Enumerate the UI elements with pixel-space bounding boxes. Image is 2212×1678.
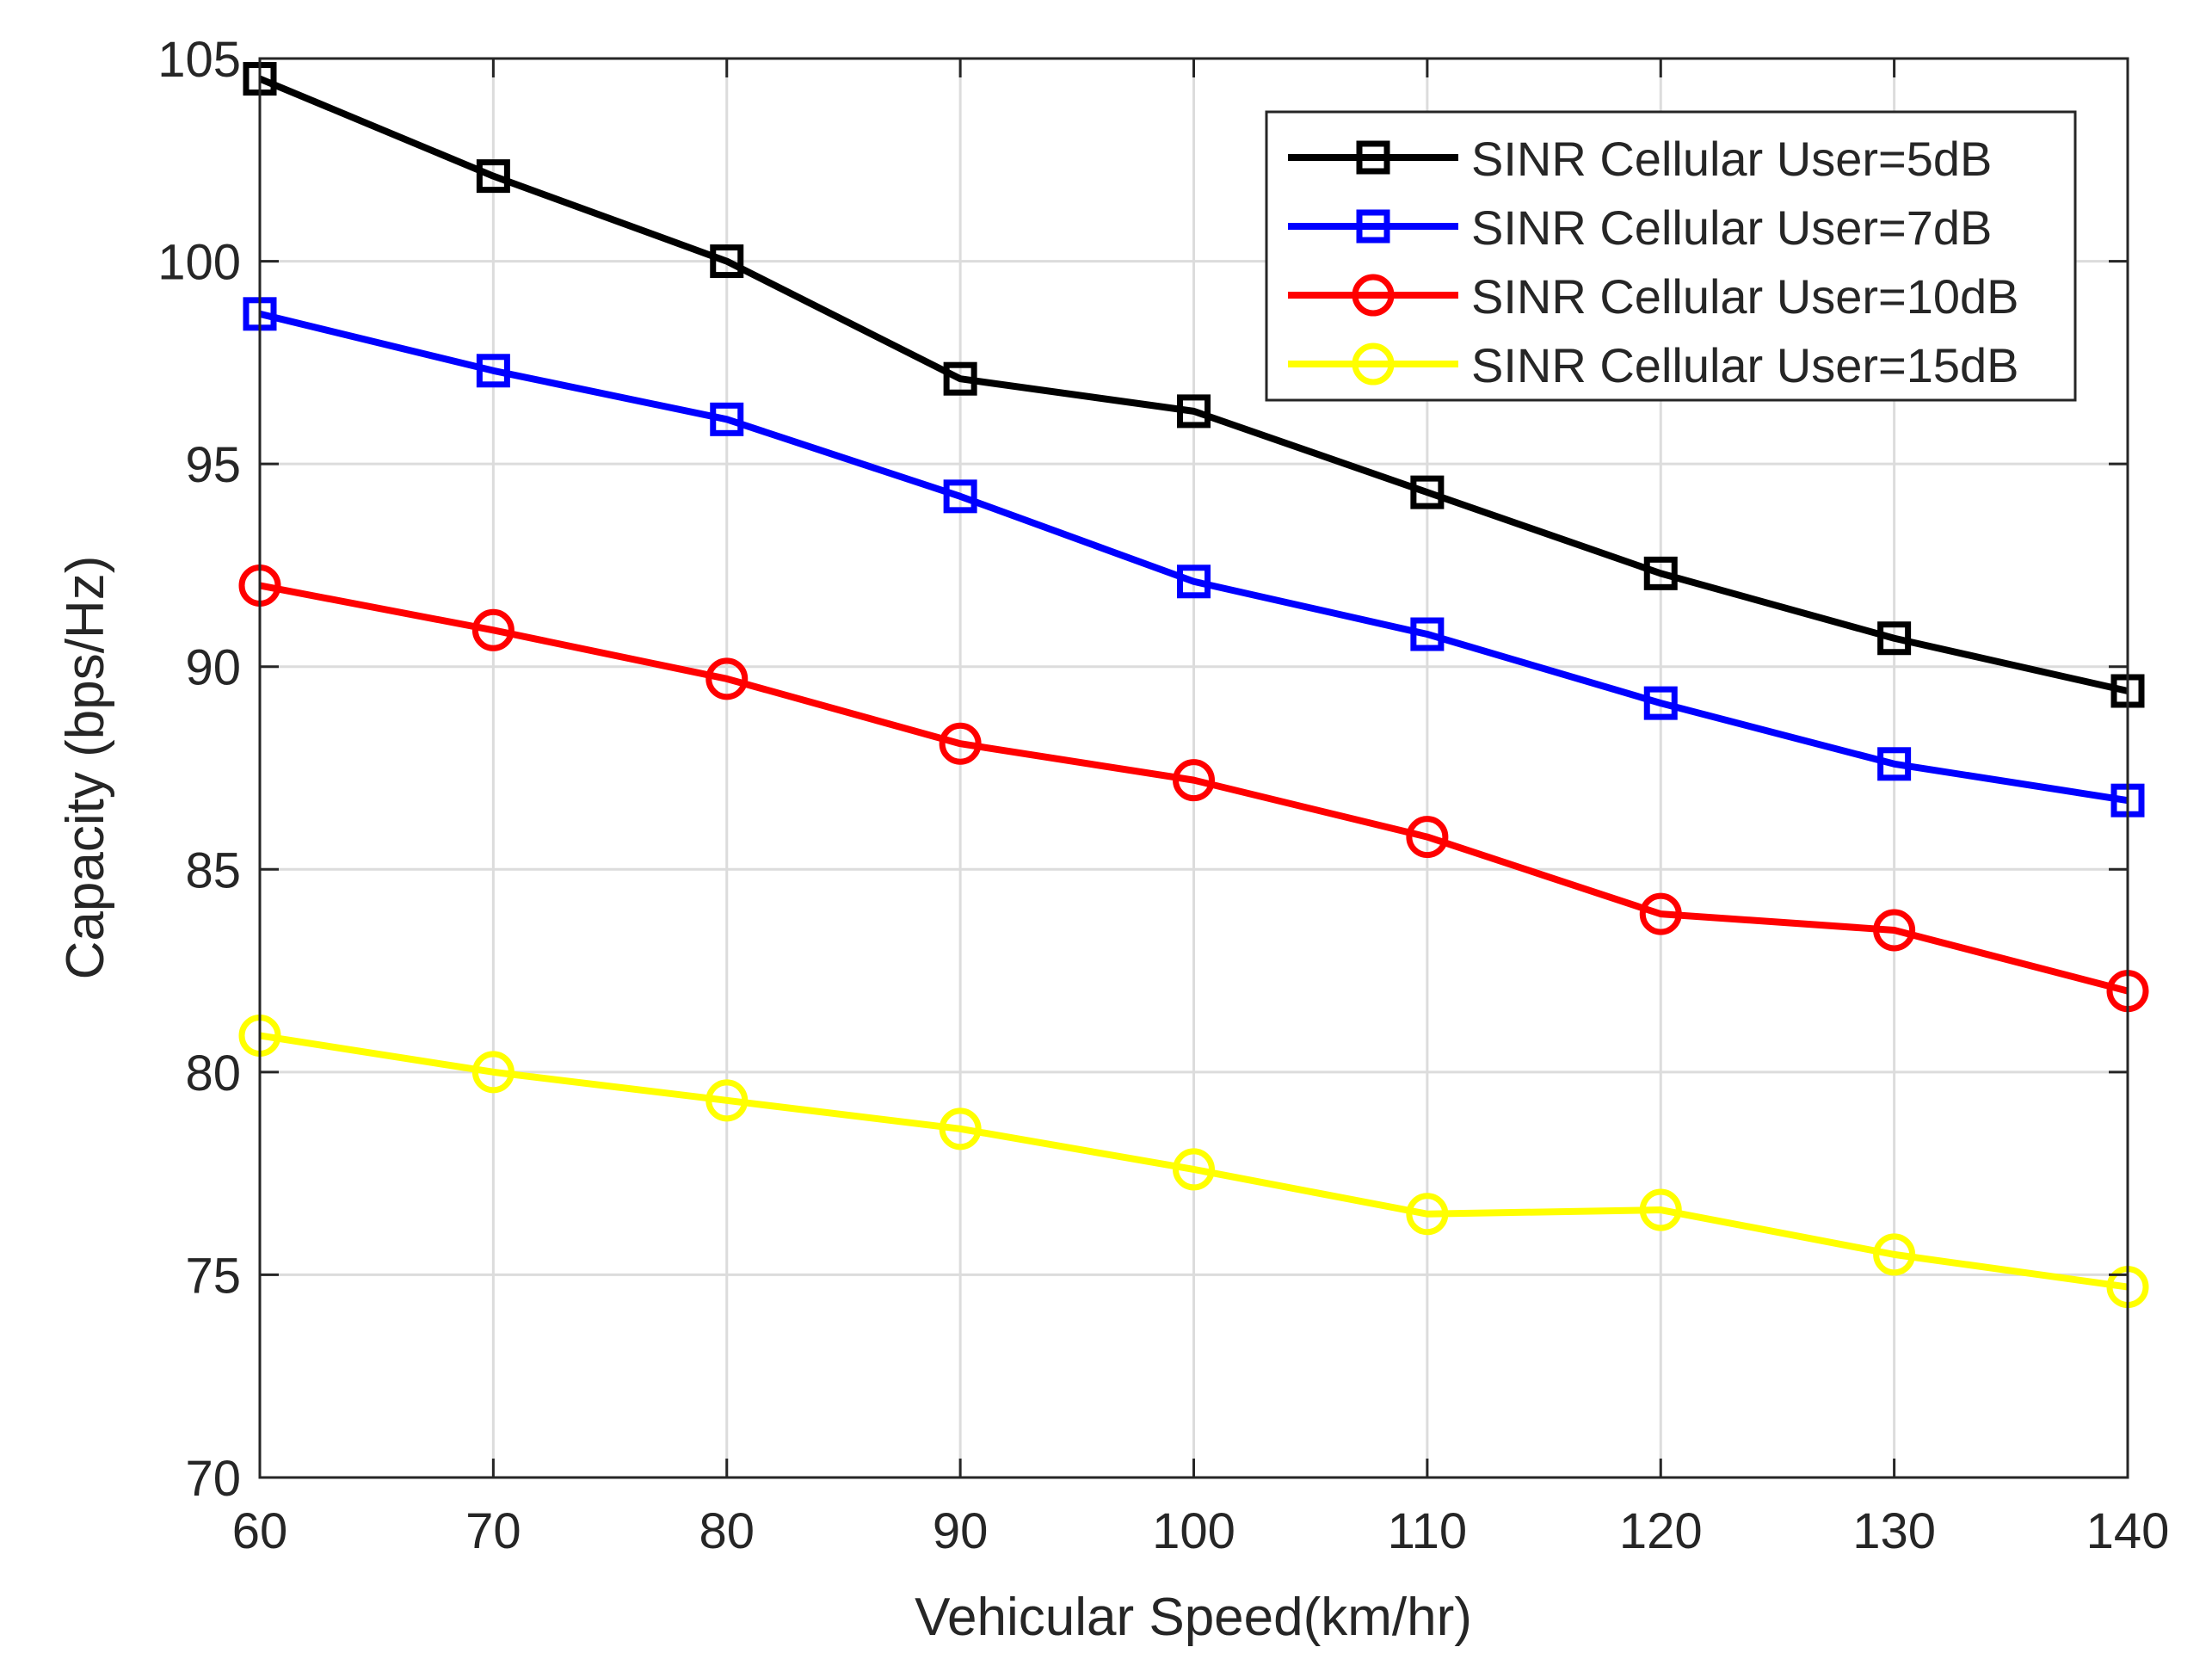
data-point (1410, 475, 1445, 509)
data-point (1873, 1233, 1916, 1276)
series-layer (238, 62, 2149, 1309)
data-point (1410, 617, 1445, 651)
series-line (259, 1032, 2129, 1291)
data-point (1173, 1148, 1215, 1191)
legend-label: SINR Cellular User=7dB (1471, 200, 1992, 255)
x-tick-label: 130 (1852, 1503, 1936, 1559)
x-tick-label: 100 (1152, 1503, 1235, 1559)
x-tick-label: 110 (1388, 1503, 1467, 1559)
y-tick-label: 90 (185, 640, 241, 696)
x-tick-label: 120 (1619, 1503, 1703, 1559)
legend-label: SINR Cellular User=10dB (1471, 269, 2018, 324)
legend-entry-1: SINR Cellular User=5dB (1288, 132, 1992, 186)
data-point (1873, 909, 1916, 952)
y-tick-label: 85 (185, 842, 241, 898)
data-point (1877, 621, 1912, 656)
data-point (939, 1107, 982, 1151)
y-axis-label: Capacity (bps/Hz) (56, 556, 115, 980)
legend: SINR Cellular User=5dB SINR Cellular User… (1265, 110, 2077, 402)
data-point (471, 1051, 514, 1094)
x-tick-label: 70 (465, 1503, 521, 1559)
data-point (710, 402, 744, 436)
legend-label: SINR Cellular User=15dB (1471, 338, 2018, 392)
x-axis-label: Vehicular Speed(km/hr) (915, 1588, 1472, 1647)
x-tick-label: 140 (2086, 1503, 2170, 1559)
x-tick-label: 90 (933, 1503, 989, 1559)
legend-marker (1356, 140, 1390, 175)
series-line (259, 310, 2129, 805)
y-tick-label: 75 (185, 1248, 241, 1304)
data-point (1406, 816, 1449, 859)
data-point (1177, 564, 1211, 599)
data-point (476, 354, 510, 388)
x-tick-label: 60 (232, 1503, 288, 1559)
data-point (705, 1079, 749, 1122)
data-point (1177, 394, 1211, 429)
y-tick-label: 70 (185, 1451, 241, 1507)
data-point (710, 244, 744, 279)
series-3 (238, 564, 2149, 1013)
data-point (476, 159, 510, 194)
y-tick-label: 105 (157, 32, 241, 88)
data-point (1639, 1188, 1682, 1231)
data-point (1406, 1193, 1449, 1236)
y-tick-label: 95 (185, 437, 241, 493)
data-point (471, 608, 514, 651)
data-point (1643, 686, 1678, 720)
legend-entry-3: SINR Cellular User=10dB (1288, 269, 2018, 324)
series-line (259, 582, 2129, 995)
axis-ticks: 60 70 80 90 100 110 120 130 14070758085909510010… (157, 32, 2169, 1559)
y-tick-label: 80 (185, 1046, 241, 1101)
series-line (258, 75, 2129, 694)
data-point (939, 722, 982, 765)
data-point (943, 479, 977, 514)
data-point (943, 361, 977, 396)
legend-marker (1356, 209, 1390, 244)
legend-entry-4: SINR Cellular User=15dB (1288, 338, 2018, 392)
legend-label: SINR Cellular User=5dB (1471, 132, 1992, 186)
y-tick-label: 100 (157, 235, 241, 291)
data-point (1639, 892, 1682, 935)
legend-marker (1352, 274, 1395, 317)
legend-marker (1352, 342, 1395, 386)
x-tick-label: 80 (699, 1503, 755, 1559)
data-point (1173, 759, 1215, 802)
data-point (705, 657, 749, 700)
data-point (1643, 556, 1678, 590)
legend-entry-2: SINR Cellular User=7dB (1288, 200, 1992, 255)
data-point (1877, 747, 1912, 781)
